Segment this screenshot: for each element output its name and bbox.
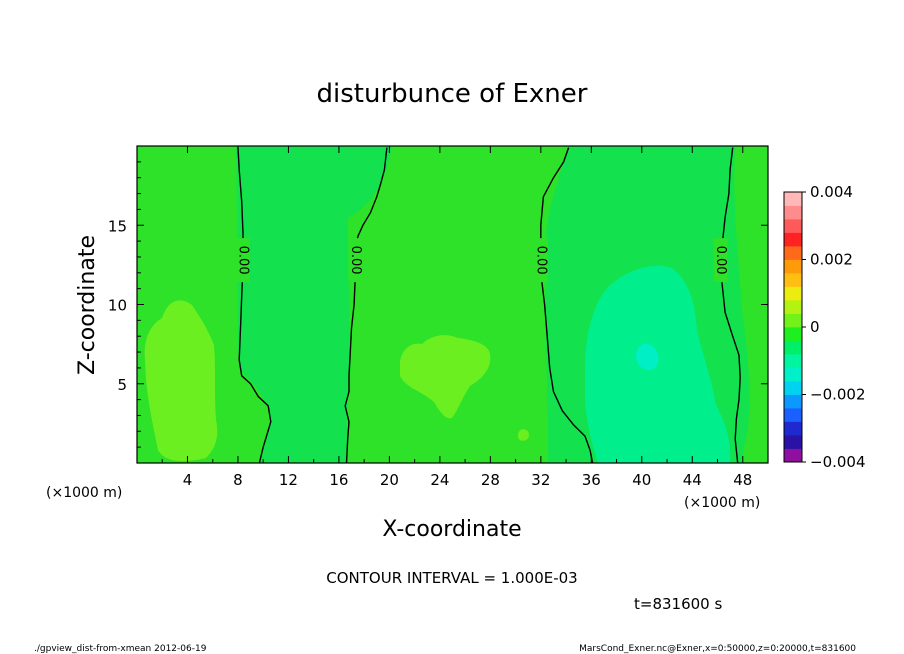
shading-layer [144,146,750,463]
contour-interval-note: CONTOUR INTERVAL = 1.000E-03 [326,569,577,587]
colorbar-swatch [784,192,802,206]
colorbar-swatch [784,313,802,328]
x-axis: 4 8 12 16 20 24 28 32 36 40 44 48 [161,146,752,489]
x-tick-label: 32 [531,471,550,489]
x-tick-label: 8 [233,471,243,489]
x-tick-label: 40 [632,471,651,489]
time-stamp: t=831600 s [634,595,722,613]
shade-negative-blob [585,265,731,463]
colorbar-swatch [784,259,802,274]
contour-labels: 0.00 0.00 0.00 0.00 [236,238,728,283]
colorbar-swatch [784,448,802,463]
x-axis-label: X-coordinate [382,517,521,542]
x-tick-label: 20 [380,471,399,489]
x-tick-label: 16 [329,471,348,489]
colorbar-tick-label: −0.004 [810,453,866,471]
x-axis-unit-right: (×1000 m) [684,495,760,511]
contour-line-4 [719,147,741,463]
y-axis: 5 10 15 [108,161,768,448]
shade-band-negative-small-1 [236,146,392,463]
colorbar-tick-label: 0.002 [810,251,853,269]
colorbar-swatch [784,300,802,314]
y-tick-label: 15 [108,217,127,235]
contour-label-gap [348,238,363,283]
shade-positive-blob-2 [400,335,491,419]
colorbar-swatch [784,232,802,247]
colorbar-swatch [784,286,802,301]
colorbar-tick-label: −0.002 [810,386,866,404]
y-axis-label: Z-coordinate [75,235,100,375]
shade-positive-blob-1 [144,300,218,462]
colorbar-swatch [784,246,802,260]
colorbar-swatch [784,408,802,422]
contour-label: 0.00 [236,246,251,275]
x-tick-label: 36 [582,471,601,489]
footer-script: ./gpview_dist-from-xmean 2012-06-19 [34,644,207,654]
colorbar-swatch [784,273,802,287]
contour-label: 0.00 [348,246,363,275]
x-tick-label: 24 [430,471,449,489]
x-tick-label: 4 [183,471,193,489]
x-tick-label: 48 [733,471,752,489]
colorbar-swatch [784,421,802,436]
footer-source: MarsCond_Exner.nc@Exner,x=0:50000,z=0:20… [579,644,856,654]
plot-area: 0.00 0.00 0.00 0.00 [136,145,769,464]
colorbar-swatch [784,435,802,449]
contour-label: 0.00 [533,246,548,275]
colorbar: 0.004 0.002 0 −0.002 −0.004 [783,183,866,471]
chart-title: disturbunce of Exner [317,79,588,109]
x-tick-label: 44 [683,471,702,489]
contour-label-gap [236,238,251,283]
contour-line-3 [540,147,594,463]
y-tick-label: 5 [117,376,127,394]
x-tick-label: 12 [279,471,298,489]
y-tick-label: 10 [108,297,127,315]
contour-label-gap [533,238,548,283]
colorbar-swatch [784,219,802,233]
contour-line-1 [237,147,272,463]
colorbar-tick-label: 0.004 [810,183,853,201]
colorbar-swatch [784,205,802,220]
colorbar-swatch [784,381,802,395]
contour-lines [237,147,741,463]
colorbar-swatch [784,394,802,409]
shade-negative-core [636,343,659,371]
x-tick-label: 28 [481,471,500,489]
contour-label: 0.00 [713,246,728,275]
colorbar-swatch [784,367,802,382]
colorbar-swatch [784,340,802,355]
colorbar-swatch [784,327,802,341]
contour-line-2 [344,147,388,463]
contour-label-gap [713,238,728,283]
colorbar-swatch [784,354,802,368]
shade-positive-blob-3 [518,429,529,441]
colorbar-tick-label: 0 [810,318,820,336]
x-axis-unit-left: (×1000 m) [46,485,122,501]
